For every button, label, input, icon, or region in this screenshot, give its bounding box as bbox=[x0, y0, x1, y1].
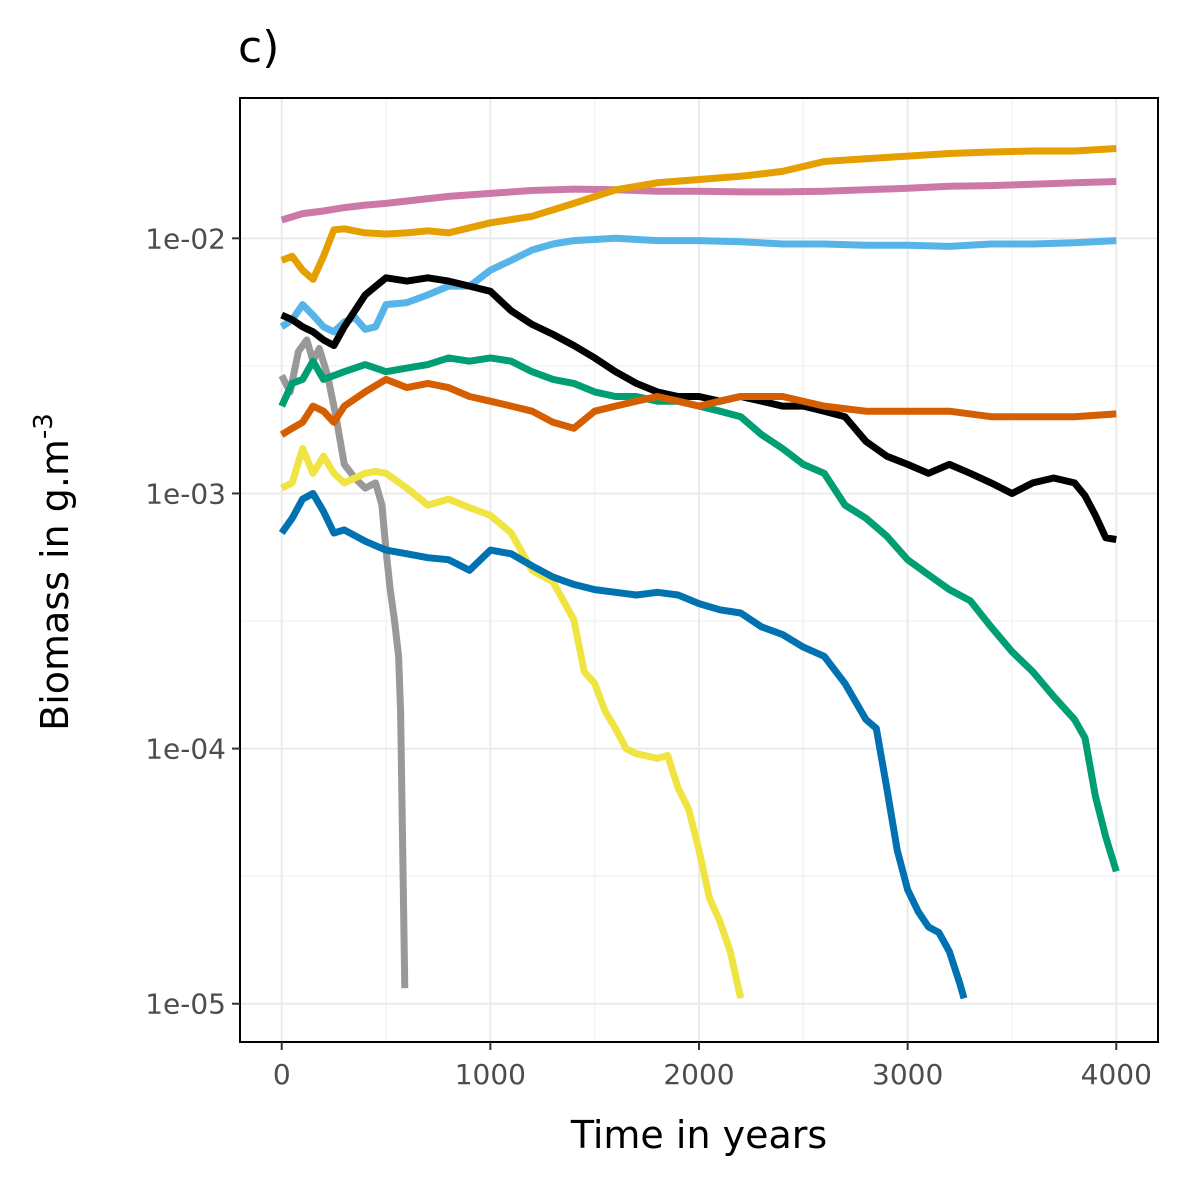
series-line-9 bbox=[278, 490, 968, 1000]
x-tick-label: 0 bbox=[273, 1058, 291, 1091]
x-tick-label: 3000 bbox=[872, 1058, 943, 1091]
grid bbox=[240, 98, 1158, 1042]
y-tick-label: 1e-02 bbox=[145, 222, 226, 255]
y-axis-title-exponent: -3 bbox=[29, 413, 59, 439]
x-tick-label: 2000 bbox=[663, 1058, 734, 1091]
y-tick-label: 1e-03 bbox=[145, 477, 226, 510]
series-line-5 bbox=[280, 274, 1117, 543]
series-line-2 bbox=[280, 178, 1117, 224]
series-line-3 bbox=[280, 145, 1117, 283]
y-tick-label: 1e-04 bbox=[145, 733, 226, 766]
chart-title: c) bbox=[238, 22, 279, 73]
series-lines bbox=[278, 145, 1120, 1000]
x-tick-label: 1000 bbox=[455, 1058, 526, 1091]
x-axis-title: Time in years bbox=[570, 1113, 827, 1157]
series-line-4 bbox=[279, 234, 1117, 336]
x-axis: 0 1000 2000 3000 4000 bbox=[273, 1042, 1152, 1091]
series-line-7 bbox=[279, 375, 1117, 438]
y-axis-title-text: Biomass in g.m bbox=[33, 439, 77, 731]
y-tick-label: 1e-05 bbox=[145, 988, 226, 1021]
y-axis-title: Biomass in g.m-3 bbox=[29, 413, 77, 731]
y-axis: 1e-02 1e-03 1e-04 1e-05 bbox=[145, 222, 240, 1021]
x-tick-label: 4000 bbox=[1081, 1058, 1152, 1091]
series-line-8 bbox=[280, 445, 745, 1000]
